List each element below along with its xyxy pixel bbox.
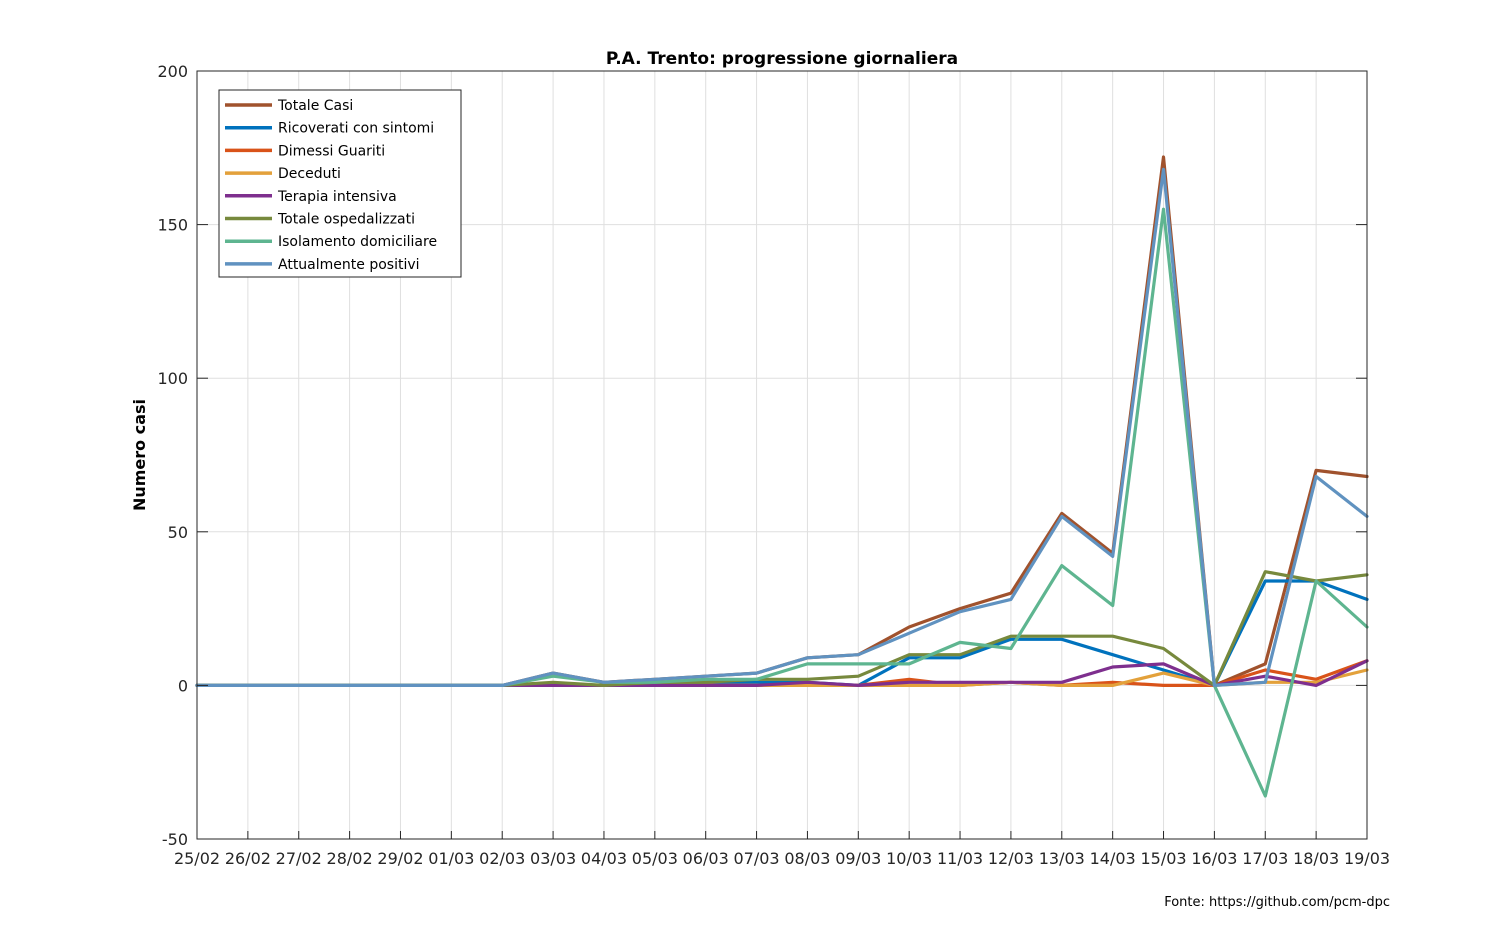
y-tick-label: 150: [157, 216, 188, 235]
legend: Totale Casi Ricoverati con sintomi Dimessi…: [218, 89, 462, 278]
plot-frame: [196, 70, 1368, 840]
legend-label: Isolamento domiciliare: [278, 234, 437, 250]
legend-label: Deceduti: [278, 166, 341, 182]
x-tick-label: 08/03: [784, 849, 830, 868]
x-tick-label: 26/02: [225, 849, 271, 868]
x-tick-label: 03/03: [530, 849, 576, 868]
series-line-attualmente-positivi: [195, 167, 1369, 688]
x-tick-label: 09/03: [835, 849, 881, 868]
x-tick-label: 05/03: [632, 849, 678, 868]
y-axis-label: Numero casi: [130, 399, 149, 511]
x-tick-label: 10/03: [886, 849, 932, 868]
x-tick-label: 06/03: [683, 849, 729, 868]
legend-label: Terapia intensiva: [277, 189, 397, 205]
x-tick-label: 15/03: [1140, 849, 1186, 868]
y-tick-label: 200: [157, 62, 188, 81]
chart-title: P.A. Trento: progressione giornaliera: [606, 49, 958, 69]
x-tick-label: 13/03: [1039, 849, 1085, 868]
x-tick-label: 01/03: [428, 849, 474, 868]
x-tick-label: 12/03: [988, 849, 1034, 868]
axes: 25/02 26/02 27/02 28/02 29/02 01/03 02/03 03/03…: [157, 62, 1390, 868]
y-tick-label: 100: [157, 369, 188, 388]
x-tick-label: 04/03: [581, 849, 627, 868]
legend-label: Dimessi Guariti: [278, 143, 385, 159]
x-tick-label: 28/02: [327, 849, 373, 868]
legend-box: [218, 89, 462, 278]
series-lines: [195, 155, 1369, 798]
x-tick-label: 29/02: [377, 849, 423, 868]
x-tick-label: 25/02: [174, 849, 220, 868]
x-tick-label: 19/03: [1344, 849, 1390, 868]
x-tick-label: 17/03: [1242, 849, 1288, 868]
x-tick-label: 11/03: [937, 849, 983, 868]
x-tick-label: 18/03: [1293, 849, 1339, 868]
x-tick-label: 16/03: [1191, 849, 1237, 868]
x-tick-label: 27/02: [276, 849, 322, 868]
legend-label: Totale ospedalizzati: [277, 212, 415, 228]
y-tick-label: 0: [178, 676, 188, 695]
source-note: Fonte: https://github.com/pcm-dpc: [1164, 895, 1390, 910]
x-tick-label: 14/03: [1090, 849, 1136, 868]
y-tick-label: 50: [168, 523, 188, 542]
legend-label: Ricoverati con sintomi: [278, 121, 434, 137]
x-tick-label: 02/03: [479, 849, 525, 868]
legend-label: Attualmente positivi: [278, 257, 420, 273]
x-tick-label: 07/03: [734, 849, 780, 868]
legend-items: Totale Casi Ricoverati con sintomi Dimessi…: [225, 98, 437, 273]
y-tick-label: -50: [162, 830, 188, 849]
legend-label: Totale Casi: [277, 98, 353, 114]
